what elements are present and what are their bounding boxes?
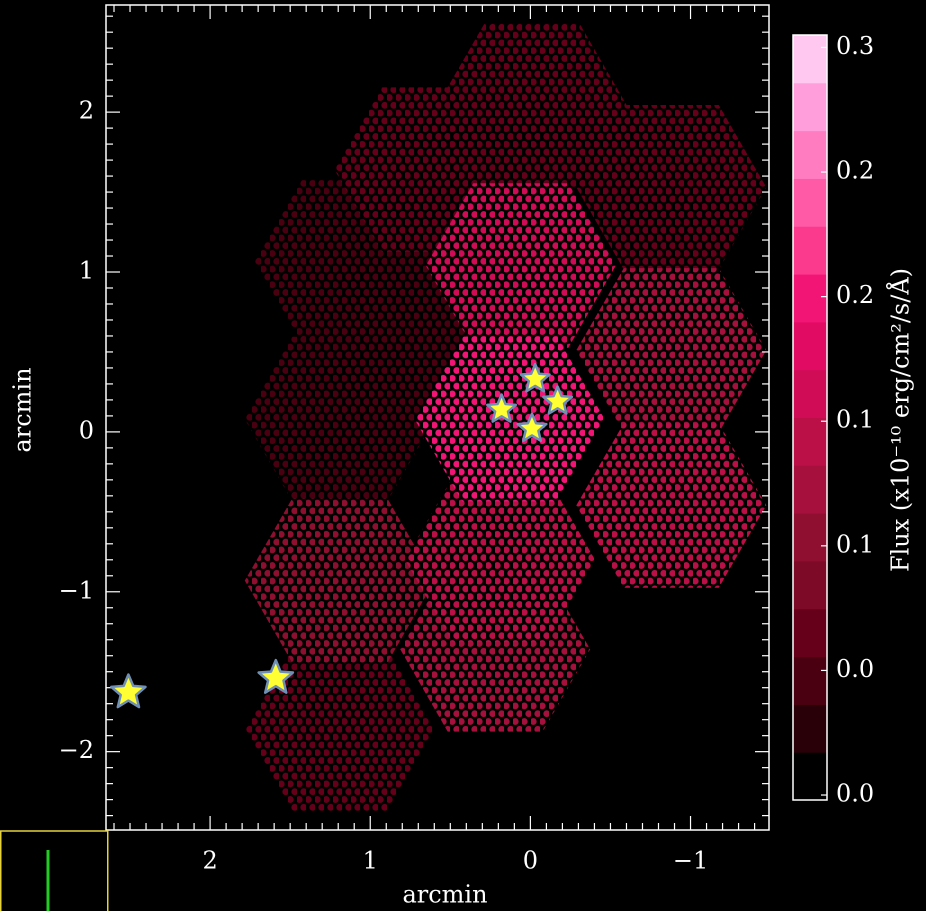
colorbar-swatch bbox=[793, 274, 827, 322]
colorbar-tick-label: 0.1 bbox=[836, 406, 874, 434]
colorbar-swatch bbox=[793, 83, 827, 131]
colorbar-swatch bbox=[793, 370, 827, 418]
colorbar-tick-label: 0.0 bbox=[836, 780, 874, 808]
y-axis-label: arcmin bbox=[9, 367, 37, 452]
colorbar-swatch bbox=[793, 35, 827, 83]
x-tick-label: 2 bbox=[202, 847, 217, 875]
x-tick-label: 1 bbox=[363, 847, 378, 875]
x-axis-label: arcmin bbox=[402, 881, 487, 909]
colorbar-tick-label: 0.3 bbox=[836, 32, 874, 60]
x-tick-label: 0 bbox=[523, 847, 538, 875]
y-tick-label: 0 bbox=[79, 416, 94, 444]
y-tick-label: −1 bbox=[59, 576, 94, 604]
y-tick-label: 1 bbox=[79, 257, 94, 285]
colorbar-label: Flux (x10⁻¹⁰ erg/cm²/s/Å) bbox=[886, 268, 915, 572]
colorbar-swatch bbox=[793, 465, 827, 513]
colorbar-swatch bbox=[793, 418, 827, 466]
colorbar-swatch bbox=[793, 561, 827, 609]
colorbar-swatch bbox=[793, 322, 827, 370]
colorbar-swatch bbox=[793, 752, 827, 800]
colorbar-swatch bbox=[793, 178, 827, 226]
y-tick-label: −2 bbox=[59, 736, 94, 764]
chart: 2 1 0 −1 −2 −1 0 1 2 0.3 0.2 0.2 0.1 0.1 0.0 0.0 arcmi… bbox=[0, 0, 926, 911]
colorbar-tick-label: 0.2 bbox=[836, 281, 874, 309]
colorbar-swatch bbox=[793, 609, 827, 657]
colorbar-swatch bbox=[793, 226, 827, 274]
y-tick-label: 2 bbox=[79, 97, 94, 125]
colorbar-tick-label: 0.1 bbox=[836, 530, 874, 558]
colorbar-swatch bbox=[793, 704, 827, 752]
colorbar-swatch bbox=[793, 513, 827, 561]
x-tick-label: −1 bbox=[673, 847, 708, 875]
colorbar-tick-label: 0.0 bbox=[836, 655, 874, 683]
colorbar-tick-label: 0.2 bbox=[836, 157, 874, 185]
colorbar-swatch bbox=[793, 657, 827, 705]
